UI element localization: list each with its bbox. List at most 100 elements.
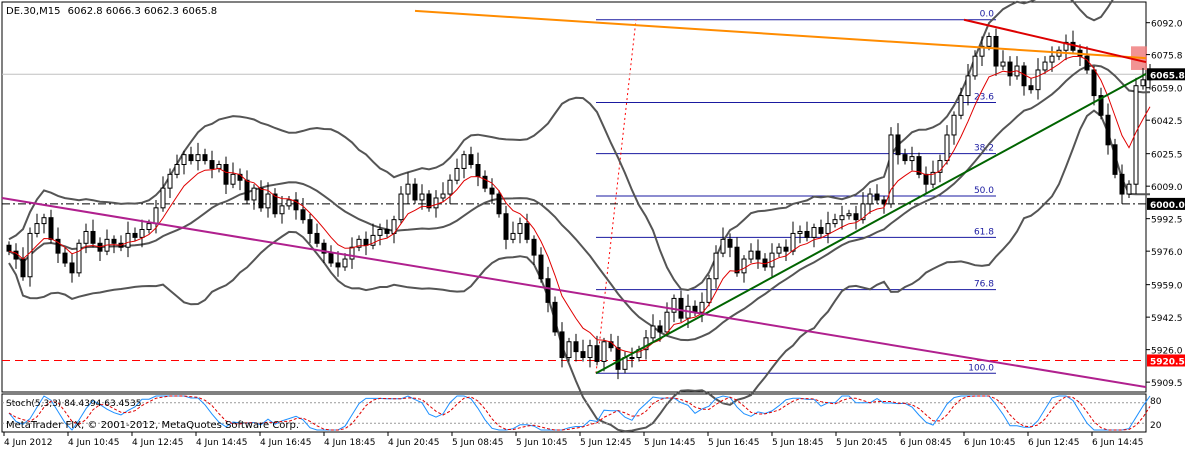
candle-body — [1021, 65, 1027, 87]
candle-body — [874, 193, 880, 201]
candle-body — [496, 193, 502, 215]
candle-body — [853, 213, 859, 221]
x-tick-label: 6 Jun 12:45 — [1028, 438, 1079, 448]
y-tick-label: 5942.5 — [1151, 314, 1183, 324]
support-price-tag: 5920.5 — [1150, 357, 1185, 367]
moving-average — [8, 55, 1151, 354]
candle-body — [426, 193, 432, 209]
candle-body — [405, 183, 411, 195]
candle-body — [965, 75, 971, 97]
candle-body — [286, 199, 292, 207]
candle-body — [272, 193, 278, 215]
copyright-text: MetaTrader FIX, © 2001-2012, MetaQuotes … — [6, 420, 299, 431]
header-symbol: DE.30,M15 — [6, 6, 60, 17]
x-tick-label: 5 Jun 14:45 — [644, 438, 695, 448]
candle-body — [342, 258, 348, 268]
candle-body — [713, 252, 719, 280]
bollinger-bands — [8, 0, 1151, 433]
candle-body — [454, 167, 460, 181]
x-tick-label: 5 Jun 16:45 — [708, 438, 759, 448]
candle-body — [573, 341, 579, 353]
candle-body — [132, 232, 138, 238]
candle-body — [167, 173, 173, 189]
candle-body — [1063, 41, 1069, 51]
candle-body — [482, 175, 488, 189]
x-tick-label: 4 Jun 14:45 — [196, 438, 247, 448]
x-tick-label: 4 Jun 2012 — [4, 438, 52, 448]
chart-header: DE.30,M15 6062.8 6066.3 6062.3 6065.8 — [6, 6, 217, 17]
stochastic-indicator — [2, 395, 1151, 431]
candle-body — [734, 246, 740, 274]
candle-body — [755, 250, 761, 260]
candle-body — [657, 325, 663, 333]
hline-price-tag-bg — [1147, 197, 1185, 210]
candle-body — [293, 199, 299, 211]
candle-body — [552, 301, 558, 333]
drawings-layer: 0.0 23.6 38.2 50.0 61.8 76.8 100.0 — [2, 10, 1147, 374]
x-tick-label: 4 Jun 20:45 — [388, 438, 439, 448]
candle-body — [188, 154, 194, 162]
candle-body — [986, 35, 992, 47]
candle-body — [1098, 95, 1104, 116]
candle-body — [846, 213, 852, 217]
candle-body — [447, 179, 453, 195]
y-tick-label: 5926.0 — [1151, 347, 1183, 357]
candle-body — [34, 223, 40, 234]
y-tick-label: 5959.0 — [1151, 282, 1183, 292]
candle-body — [783, 246, 789, 252]
candle-body — [664, 311, 670, 333]
candle-body — [979, 45, 985, 57]
x-tick-label: 6 Jun 10:45 — [964, 438, 1015, 448]
candle-body — [398, 193, 404, 221]
candle-body — [895, 134, 901, 156]
candle-body — [804, 230, 810, 238]
x-tick-label: 5 Jun 10:45 — [516, 438, 567, 448]
candle-body — [146, 223, 152, 230]
candle-body — [48, 217, 54, 240]
candle-body — [1112, 144, 1118, 175]
x-tick-label: 4 Jun 10:45 — [68, 438, 119, 448]
candle-body — [748, 250, 754, 260]
candle-body — [1042, 61, 1048, 71]
fib-level-label: 23.6 — [974, 92, 994, 102]
bollinger-lower — [8, 109, 1150, 433]
candle-body — [1007, 61, 1013, 77]
price-axis: 6092.0 6075.8 6059.0 6042.5 6025.5 6009.0 5992… — [1146, 20, 1185, 389]
candle-body — [937, 160, 943, 173]
stochastic-level-20: 20 — [1150, 421, 1162, 431]
stoch-signal-line — [8, 395, 1151, 431]
candle-body — [1084, 55, 1090, 71]
x-tick-label: 5 Jun 20:45 — [836, 438, 887, 448]
candle-body — [27, 232, 33, 278]
candle-body — [923, 173, 929, 185]
y-tick-label: 6042.5 — [1151, 117, 1183, 127]
candle-body — [244, 179, 250, 201]
x-tick-label: 4 Jun 16:45 — [260, 438, 311, 448]
candle-body — [328, 252, 334, 264]
candle-body — [580, 351, 586, 359]
bollinger-upper — [8, 0, 1114, 292]
candle-body — [307, 219, 313, 234]
candle-body — [335, 262, 341, 268]
candle-body — [545, 278, 551, 303]
trendline-magenta — [1, 196, 1147, 389]
fib-level-label: 0.0 — [980, 10, 995, 20]
fib-anchor-line — [595, 19, 637, 374]
candle-body — [902, 154, 908, 162]
x-tick-label: 6 Jun 08:45 — [900, 438, 951, 448]
candle-body — [216, 164, 222, 169]
candle-body — [468, 154, 474, 166]
candle-body — [258, 187, 264, 209]
candle-body — [1035, 69, 1041, 91]
candle-body — [83, 230, 89, 244]
candle-body — [517, 223, 523, 234]
candle-body — [279, 205, 285, 215]
candle-body — [440, 193, 446, 199]
candle-body — [720, 238, 726, 254]
candle-body — [1000, 61, 1006, 67]
fib-level-label: 100.0 — [968, 363, 994, 373]
candle-body — [538, 254, 544, 280]
candle-body — [629, 357, 635, 360]
candle-body — [300, 209, 306, 221]
candle-body — [1133, 85, 1139, 185]
